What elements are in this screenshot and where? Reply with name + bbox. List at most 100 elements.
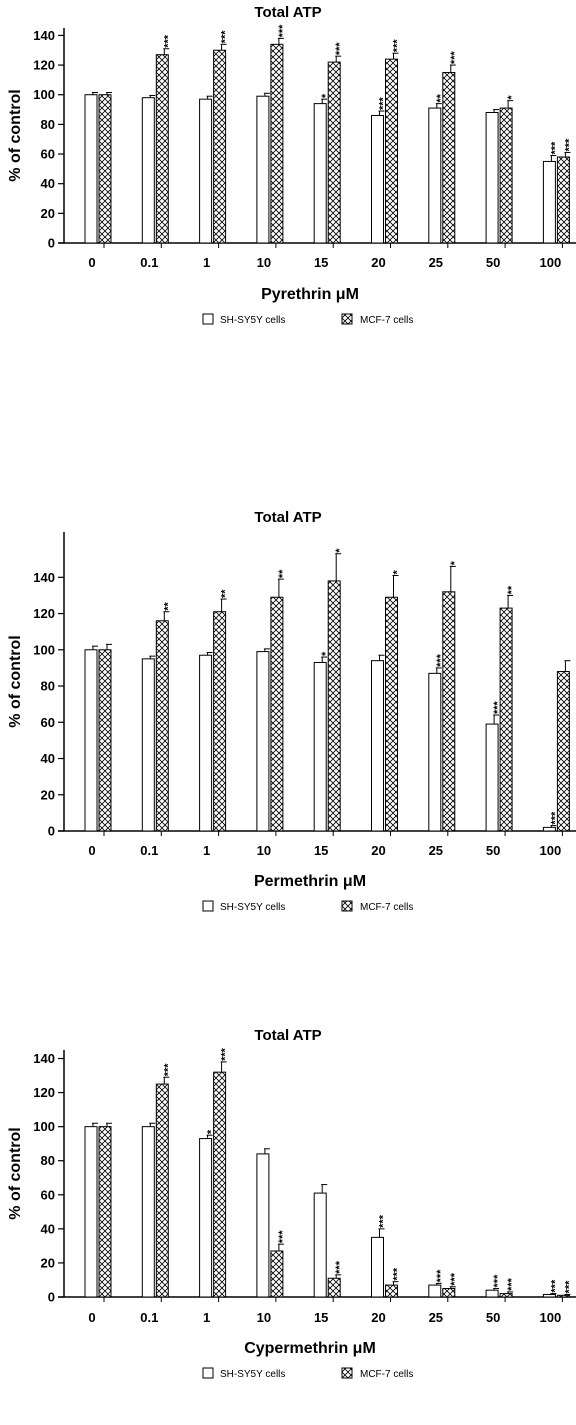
- bar-sh-sy5y: [428, 1284, 442, 1298]
- significance-marker: *: [320, 651, 332, 656]
- bar-mcf7: [442, 1287, 456, 1298]
- y-tick-label: 80: [41, 679, 55, 694]
- x-tick-label: 20: [371, 255, 385, 270]
- legend-label-sh-sy5y: SH-SY5Y cells: [220, 902, 285, 913]
- x-tick-label: 0.1: [140, 843, 158, 858]
- legend-label-mcf7: MCF-7 cells: [360, 315, 413, 326]
- x-tick-label: 25: [429, 255, 443, 270]
- bar-mcf7: [98, 649, 112, 832]
- significance-marker: ***: [220, 1047, 232, 1061]
- bar-mcf7: [270, 43, 284, 244]
- legend-label-sh-sy5y: SH-SY5Y cells: [220, 315, 285, 326]
- y-tick-label: 140: [33, 570, 55, 585]
- x-tick-label: 0: [88, 1310, 95, 1325]
- bar-mcf7: [442, 591, 456, 832]
- chart-title: Total ATP: [254, 1027, 321, 1044]
- significance-marker: ***: [277, 1230, 289, 1244]
- bar-mcf7: [155, 620, 169, 832]
- significance-marker: **: [220, 589, 232, 598]
- x-tick-label: 25: [429, 843, 443, 858]
- significance-marker: *: [320, 93, 332, 98]
- x-tick-label: 20: [371, 1310, 385, 1325]
- x-axis-label: Permethrin μM: [254, 873, 366, 890]
- significance-marker: **: [435, 93, 447, 102]
- bar-mcf7: [98, 94, 112, 244]
- bar-mcf7: [327, 61, 341, 244]
- x-tick-label: 100: [540, 1310, 562, 1325]
- bar-sh-sy5y: [485, 1289, 499, 1298]
- significance-marker: ***: [334, 42, 346, 56]
- bar-mcf7: [270, 1250, 284, 1298]
- bar-sh-sy5y: [256, 95, 270, 244]
- significance-marker: ***: [506, 1277, 518, 1291]
- y-axis-label: % of control: [7, 635, 24, 727]
- x-tick-label: 1: [203, 843, 210, 858]
- bar-sh-sy5y: [199, 1138, 213, 1298]
- x-axis-label: Pyrethrin μM: [261, 286, 359, 303]
- x-axis-label: Cypermethrin μM: [244, 1340, 376, 1357]
- x-tick-label: 0: [88, 255, 95, 270]
- bar-sh-sy5y: [199, 654, 213, 832]
- x-tick-label: 10: [257, 255, 271, 270]
- y-tick-label: 100: [33, 87, 55, 102]
- bar-sh-sy5y: [485, 723, 499, 832]
- x-tick-label: 50: [486, 1310, 500, 1325]
- y-tick-label: 140: [33, 1051, 55, 1066]
- bar-sh-sy5y: [542, 160, 556, 244]
- bar-mcf7: [327, 1277, 341, 1298]
- significance-marker: *: [449, 560, 461, 565]
- bar-sh-sy5y: [256, 1153, 270, 1298]
- bar-sh-sy5y: [199, 98, 213, 244]
- significance-marker: ***: [563, 1280, 575, 1294]
- x-tick-label: 0.1: [140, 255, 158, 270]
- y-tick-label: 40: [41, 1221, 55, 1236]
- significance-marker: ***: [435, 1269, 447, 1283]
- significance-marker: ***: [162, 1063, 174, 1077]
- y-tick-label: 80: [41, 117, 55, 132]
- x-tick-label: 10: [257, 1310, 271, 1325]
- bar-sh-sy5y: [256, 651, 270, 832]
- bar-sh-sy5y: [371, 114, 384, 244]
- y-tick-label: 20: [41, 206, 55, 221]
- x-tick-label: 1: [203, 255, 210, 270]
- x-tick-label: 100: [540, 843, 562, 858]
- bar-sh-sy5y: [371, 660, 384, 832]
- bar-sh-sy5y: [485, 112, 499, 244]
- y-tick-label: 20: [41, 1255, 55, 1270]
- significance-marker: ***: [492, 1274, 504, 1288]
- bar-mcf7: [385, 596, 398, 832]
- significance-marker: **: [506, 585, 518, 594]
- y-tick-label: 0: [48, 824, 55, 839]
- x-tick-label: 15: [314, 255, 328, 270]
- bar-sh-sy5y: [141, 97, 155, 244]
- significance-marker: ***: [563, 138, 575, 152]
- y-tick-label: 40: [41, 751, 55, 766]
- bar-mcf7: [499, 107, 513, 244]
- bar-sh-sy5y: [371, 1236, 384, 1298]
- bar-mcf7: [499, 607, 513, 832]
- bar-sh-sy5y: [313, 103, 327, 244]
- bar-sh-sy5y: [84, 94, 98, 244]
- bar-mcf7: [327, 580, 341, 832]
- bar-mcf7: [155, 1083, 169, 1298]
- significance-marker: *: [506, 95, 518, 100]
- significance-marker: ***: [378, 1214, 390, 1228]
- x-tick-label: 0.1: [140, 1310, 158, 1325]
- legend-swatch-sh-sy5y: [202, 313, 214, 325]
- x-tick-label: 20: [371, 843, 385, 858]
- bar-mcf7: [556, 671, 570, 832]
- y-tick-label: 140: [33, 28, 55, 43]
- legend-swatch-sh-sy5y: [202, 900, 214, 912]
- bar-mcf7: [155, 54, 169, 244]
- bar-mcf7: [213, 49, 227, 244]
- bar-sh-sy5y: [542, 1293, 556, 1298]
- y-tick-label: 60: [41, 1187, 55, 1202]
- significance-marker: ***: [449, 51, 461, 65]
- bar-mcf7: [385, 1284, 398, 1298]
- y-axis-label: % of control: [7, 1127, 24, 1219]
- significance-marker: *: [334, 548, 346, 553]
- legend-label-mcf7: MCF-7 cells: [360, 902, 413, 913]
